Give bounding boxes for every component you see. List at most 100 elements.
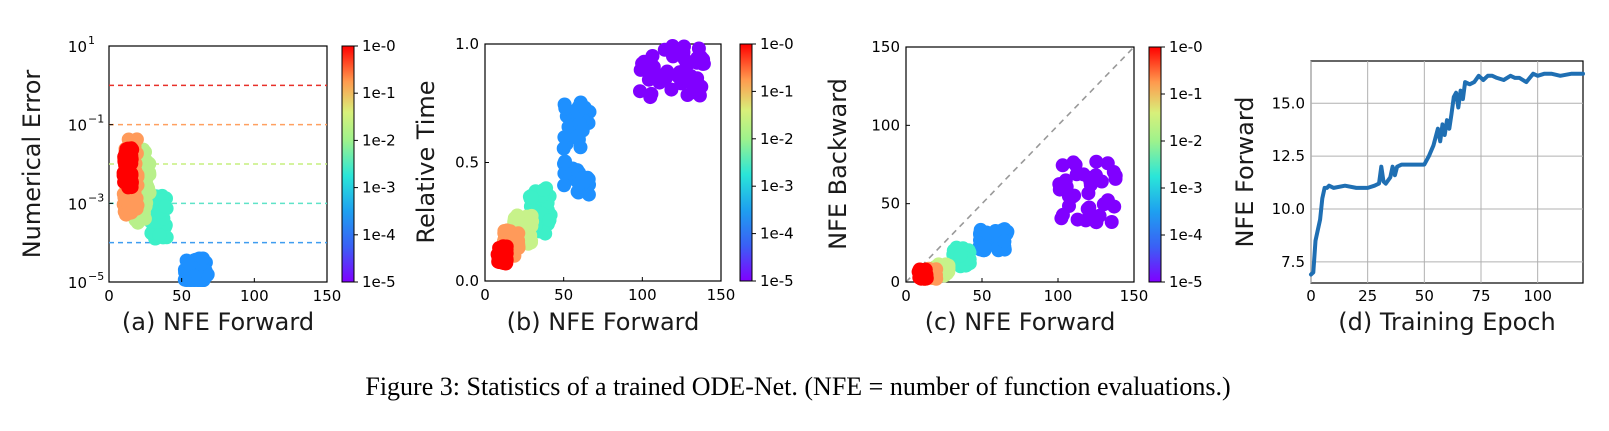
panel-c-point-5-39 [914, 271, 929, 286]
panel-c-point-0-27 [1104, 215, 1119, 229]
panel-b-xtick-label-2: 100 [628, 286, 657, 304]
panel-c-ytick-label-0: 0 [890, 273, 900, 291]
panel-b-cb-label-5: 1e-5 [760, 272, 794, 290]
panel-a-xtick-label-1: 50 [172, 287, 191, 305]
panel-c-point-1-39 [977, 240, 992, 255]
panel-c-point-0-38 [1080, 201, 1095, 216]
panel-b-cb-label-0: 1e-0 [760, 35, 794, 53]
panel-a-ylabel: Numerical Error [18, 70, 46, 259]
panel-b-colorbar-labels: 1e-0 1e-1 1e-2 1e-3 1e-4 1e-5 [752, 35, 794, 290]
panel-b-point-2-43 [524, 190, 539, 205]
panel-b-xlabel: (b) NFE Forward [507, 308, 700, 336]
panel-a-cb-label-5: 1e-5 [362, 273, 396, 291]
panel-a-point-4-58 [124, 175, 139, 190]
panel-b-point-2-40 [542, 213, 557, 227]
panel-d-xlabel: (d) Training Epoch [1338, 308, 1555, 336]
panel-b-point-0-23 [635, 56, 650, 71]
panel-d: 0 25 50 75 100 7.5 10.0 12.5 15.0 NFE Forward (d… [1231, 60, 1585, 336]
panel-d-grid [1310, 61, 1583, 283]
panel-b-point-0-14 [645, 49, 660, 63]
panel-b: 0 50 100 150 0.0 0.5 1.0 Relative Time (b) NFE… [412, 35, 794, 336]
panel-b-point-1-43 [571, 176, 586, 191]
panel-c-xlabel: (c) NFE Forward [925, 308, 1116, 336]
panel-b-point-4-43 [497, 224, 512, 238]
panel-a-cb-label-4: 1e-4 [362, 226, 396, 244]
panel-b-xtick-label-3: 150 [707, 286, 736, 304]
panel-a-colorbar [341, 45, 355, 283]
panel-c-point-0-33 [1100, 156, 1115, 171]
panel-a-xtick-label-3: 150 [313, 287, 342, 305]
panel-c-point-1-38 [997, 234, 1012, 249]
panel-a-cb-label-0: 1e-0 [362, 37, 396, 55]
panel-c-point-0-36 [1069, 167, 1084, 182]
panel-a-cb-label-3: 1e-3 [362, 179, 396, 197]
panel-a-ytick-base-2: 10 [68, 117, 87, 135]
panel-d-xtick-label-3: 75 [1471, 287, 1490, 305]
panel-b-point-1-34 [557, 130, 572, 145]
panel-b-ylabel: Relative Time [412, 80, 440, 243]
panel-b-point-1-41 [577, 100, 592, 115]
panel-b-ticks: 0 50 100 150 0.0 0.5 1.0 [455, 35, 735, 304]
panel-a-xlabel: (a) NFE Forward [122, 308, 314, 336]
panel-d-xtick-label-4: 100 [1523, 287, 1552, 305]
panel-c-points [911, 154, 1123, 286]
panel-b-colorbar [739, 43, 753, 282]
panel-d-ticks: 0 25 50 75 100 7.5 10.0 12.5 15.0 [1272, 94, 1552, 305]
figure-caption: Figure 3: Statistics of a trained ODE-Ne… [365, 372, 1230, 401]
panel-a-point-0-59 [196, 251, 210, 266]
panel-d-ytick-label-2: 12.5 [1272, 147, 1305, 165]
panel-c-point-0-19 [1081, 186, 1096, 201]
panel-a-ytick-exp-3: 1 [88, 34, 95, 47]
panel-c-point-0-18 [1062, 199, 1076, 213]
panel-d-xtick-label-1: 25 [1358, 287, 1377, 305]
panel-b-point-0-38 [674, 76, 689, 91]
panel-d-series-line [1309, 71, 1585, 277]
panel-c-cb-label-0: 1e-0 [1169, 38, 1203, 56]
panel-a-points [116, 132, 215, 287]
panel-c-ytick-label-1: 50 [881, 195, 900, 213]
panel-b-point-0-27 [652, 68, 667, 83]
panel-b-point-0-22 [676, 45, 691, 60]
panel-a-ytick-exp-2: −1 [88, 113, 104, 126]
panel-b-point-0-31 [666, 49, 680, 64]
panel-b-cb-label-4: 1e-4 [760, 225, 794, 243]
panel-c-ylabel: NFE Backward [824, 78, 852, 250]
panel-c-point-1-37 [988, 224, 1003, 238]
panel-a-ytick-exp-1: −3 [88, 191, 104, 204]
panel-c-colorbar-labels: 1e-0 1e-1 1e-2 1e-3 1e-4 1e-5 [1161, 38, 1203, 291]
panel-d-xtick-label-0: 0 [1306, 287, 1316, 305]
panel-d-ytick-label-1: 10.0 [1272, 200, 1305, 218]
panel-b-point-5-44 [499, 247, 514, 262]
panel-c-frame [905, 46, 1135, 283]
panel-b-ytick-label-2: 1.0 [455, 35, 479, 53]
panel-a-cb-label-2: 1e-2 [362, 131, 396, 149]
panel-d-ylabel: NFE Forward [1231, 96, 1259, 247]
panel-b-ytick-label-1: 0.5 [455, 154, 479, 172]
panel-d-ytick-label-0: 7.5 [1281, 253, 1305, 271]
panel-b-xtick-label-0: 0 [480, 286, 490, 304]
panel-b-point-1-37 [558, 154, 572, 169]
panel-a-cb-label-1: 1e-1 [362, 84, 396, 102]
panel-c-point-0-23 [1055, 158, 1070, 173]
panel-a-ytick-base-3: 10 [68, 38, 87, 56]
panel-a-point-4-55 [120, 161, 135, 176]
panel-b-point-0-35 [633, 84, 647, 99]
panel-c-point-0-37 [1088, 168, 1103, 183]
panel-b-point-1-44 [557, 178, 572, 193]
panel-a-point-3-58 [123, 205, 137, 220]
panel-c-point-0-39 [1078, 213, 1093, 228]
panel-a-ytick-base-0: 10 [68, 274, 87, 292]
panel-b-point-0-41 [672, 65, 687, 80]
panel-b-cb-label-2: 1e-2 [760, 130, 794, 148]
panel-a-point-0-55 [183, 257, 197, 272]
panel-c-xtick-label-1: 50 [972, 287, 991, 305]
panel-a-ytick-base-1: 10 [68, 195, 87, 213]
panel-b-point-0-40 [694, 79, 709, 94]
panel-a-point-1-57 [152, 228, 167, 242]
panel-c-cb-label-3: 1e-3 [1169, 179, 1203, 197]
panel-c: 0 50 100 150 0 50 100 150 NFE Backward (c) NFE … [824, 38, 1203, 336]
panel-c-point-0-28 [1089, 154, 1104, 169]
panel-a-point-1-58 [158, 199, 173, 214]
